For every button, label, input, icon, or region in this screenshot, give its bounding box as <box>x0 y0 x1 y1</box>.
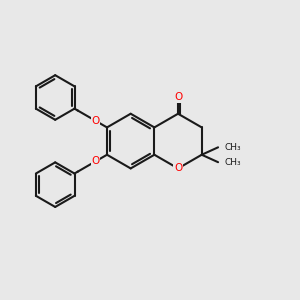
Text: O: O <box>174 164 182 173</box>
Text: CH₃: CH₃ <box>225 143 241 152</box>
Text: CH₃: CH₃ <box>225 158 241 167</box>
Text: O: O <box>91 116 100 126</box>
Text: O: O <box>91 156 100 167</box>
Text: O: O <box>174 92 182 102</box>
